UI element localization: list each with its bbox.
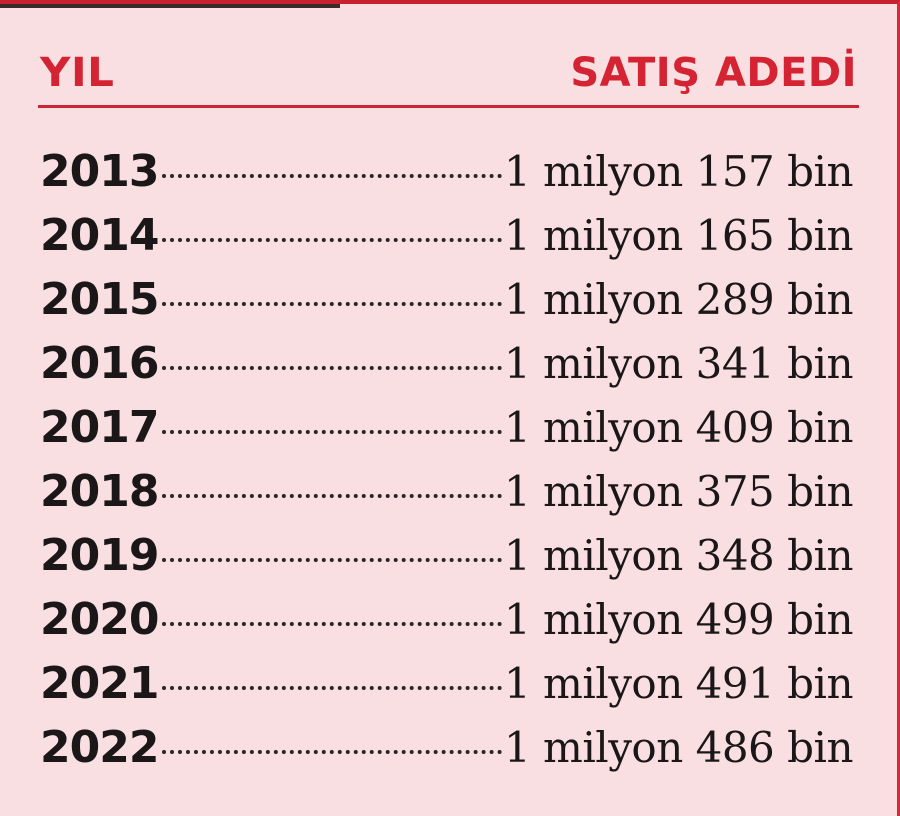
row-year: 2017 xyxy=(40,402,159,453)
dot-leader xyxy=(162,558,502,562)
row-year: 2019 xyxy=(40,530,159,581)
table-row: 2018 1 milyon 375 bin xyxy=(40,466,854,530)
table-row: 2021 1 milyon 491 bin xyxy=(40,658,854,722)
row-year: 2022 xyxy=(40,722,159,773)
header-sales-label: SATIŞ ADEDİ xyxy=(570,50,857,96)
row-value: 1 milyon 375 bin xyxy=(503,467,854,516)
table-row: 2015 1 milyon 289 bin xyxy=(40,274,854,338)
row-value: 1 milyon 341 bin xyxy=(503,339,854,388)
row-value: 1 milyon 289 bin xyxy=(503,275,854,324)
table-row: 2017 1 milyon 409 bin xyxy=(40,402,854,466)
row-value: 1 milyon 409 bin xyxy=(503,403,854,452)
row-year: 2016 xyxy=(40,338,159,389)
dot-leader xyxy=(162,174,502,178)
dot-leader xyxy=(162,238,502,242)
row-value: 1 milyon 157 bin xyxy=(503,147,854,196)
header-divider xyxy=(38,105,859,108)
dot-leader xyxy=(162,622,502,626)
table-row: 2013 1 milyon 157 bin xyxy=(40,146,854,210)
dot-leader xyxy=(162,366,502,370)
row-value: 1 milyon 348 bin xyxy=(503,531,854,580)
table-row: 2016 1 milyon 341 bin xyxy=(40,338,854,402)
dot-leader xyxy=(162,686,502,690)
table-row: 2019 1 milyon 348 bin xyxy=(40,530,854,594)
dot-leader xyxy=(162,494,502,498)
table-header: YIL SATIŞ ADEDİ xyxy=(40,36,857,96)
dot-leader xyxy=(162,750,502,754)
row-year: 2015 xyxy=(40,274,159,325)
row-value: 1 milyon 491 bin xyxy=(503,659,854,708)
top-edge-shadow xyxy=(0,4,340,8)
table-row: 2020 1 milyon 499 bin xyxy=(40,594,854,658)
row-year: 2018 xyxy=(40,466,159,517)
table-row: 2022 1 milyon 486 bin xyxy=(40,722,854,786)
row-year: 2013 xyxy=(40,146,159,197)
row-value: 1 milyon 165 bin xyxy=(503,211,854,260)
dot-leader xyxy=(162,302,502,306)
row-year: 2014 xyxy=(40,210,159,261)
row-value: 1 milyon 486 bin xyxy=(503,723,854,772)
row-value: 1 milyon 499 bin xyxy=(503,595,854,644)
header-year-label: YIL xyxy=(40,50,115,96)
row-year: 2020 xyxy=(40,594,159,645)
table-body: 2013 1 milyon 157 bin 2014 1 milyon 165 … xyxy=(40,146,854,786)
table-row: 2014 1 milyon 165 bin xyxy=(40,210,854,274)
dot-leader xyxy=(162,430,502,434)
row-year: 2021 xyxy=(40,658,159,709)
